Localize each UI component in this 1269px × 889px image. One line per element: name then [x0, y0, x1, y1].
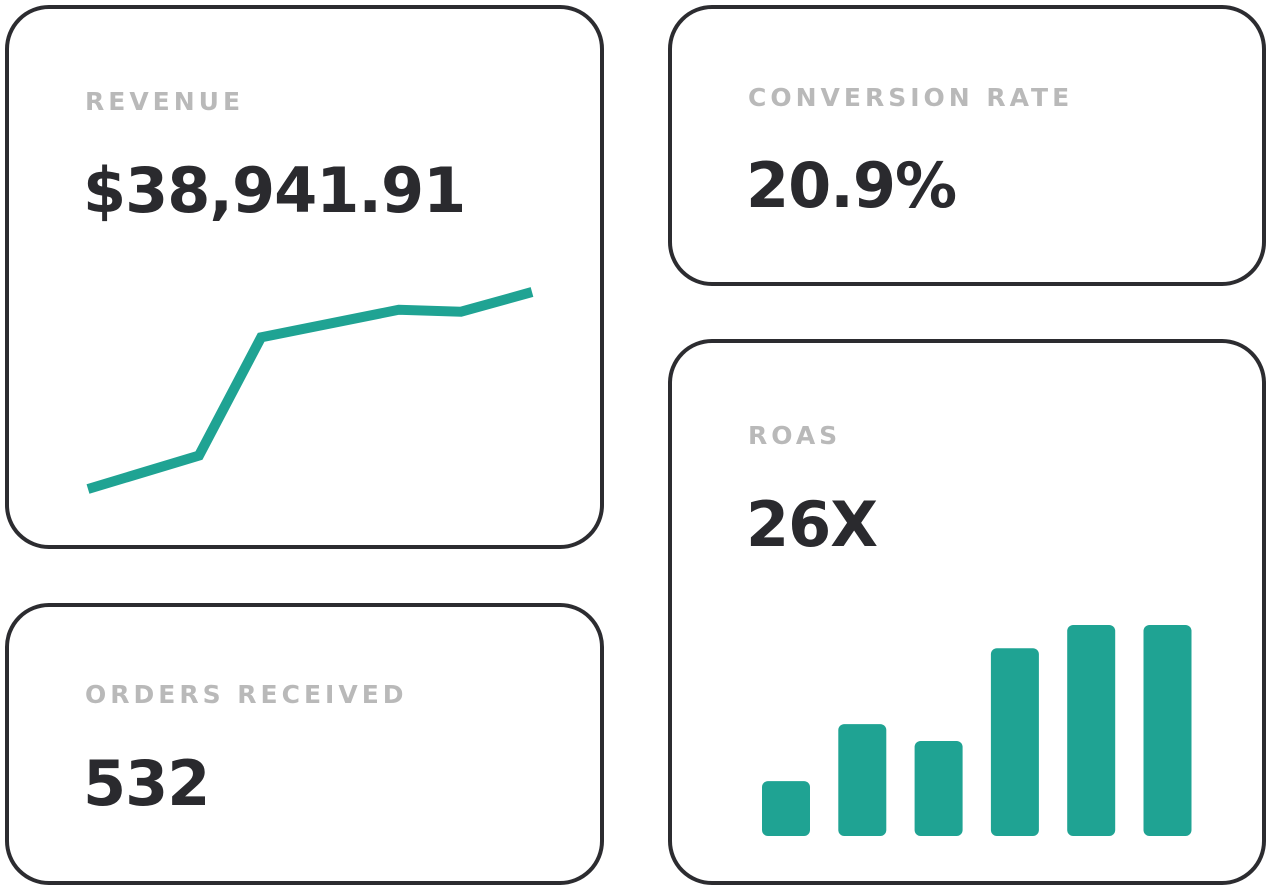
- roas-value: 26X: [746, 488, 878, 561]
- roas-bar-5: [1143, 625, 1192, 836]
- orders-received-label: ORDERS RECEIVED: [85, 680, 408, 709]
- roas-bar-chart: [762, 625, 1192, 836]
- revenue-value: $38,941.91: [83, 154, 466, 227]
- revenue-series-line: [86, 287, 534, 494]
- roas-bar-0: [762, 781, 810, 836]
- roas-label: ROAS: [748, 421, 842, 450]
- revenue-line-chart: [86, 287, 534, 494]
- revenue-card: REVENUE $38,941.91: [5, 5, 604, 549]
- conversion-rate-label: CONVERSION RATE: [748, 83, 1074, 112]
- roas-bar-3: [990, 648, 1039, 836]
- roas-bar-4: [1067, 625, 1116, 836]
- orders-received-card: ORDERS RECEIVED 532: [5, 603, 604, 885]
- orders-received-value: 532: [83, 747, 210, 820]
- conversion-rate-card: CONVERSION RATE 20.9%: [668, 5, 1266, 286]
- revenue-label: REVENUE: [85, 87, 245, 116]
- roas-bar-2: [914, 741, 963, 836]
- conversion-rate-value: 20.9%: [746, 149, 957, 222]
- roas-card: ROAS 26X: [668, 339, 1266, 885]
- roas-bar-1: [838, 724, 887, 836]
